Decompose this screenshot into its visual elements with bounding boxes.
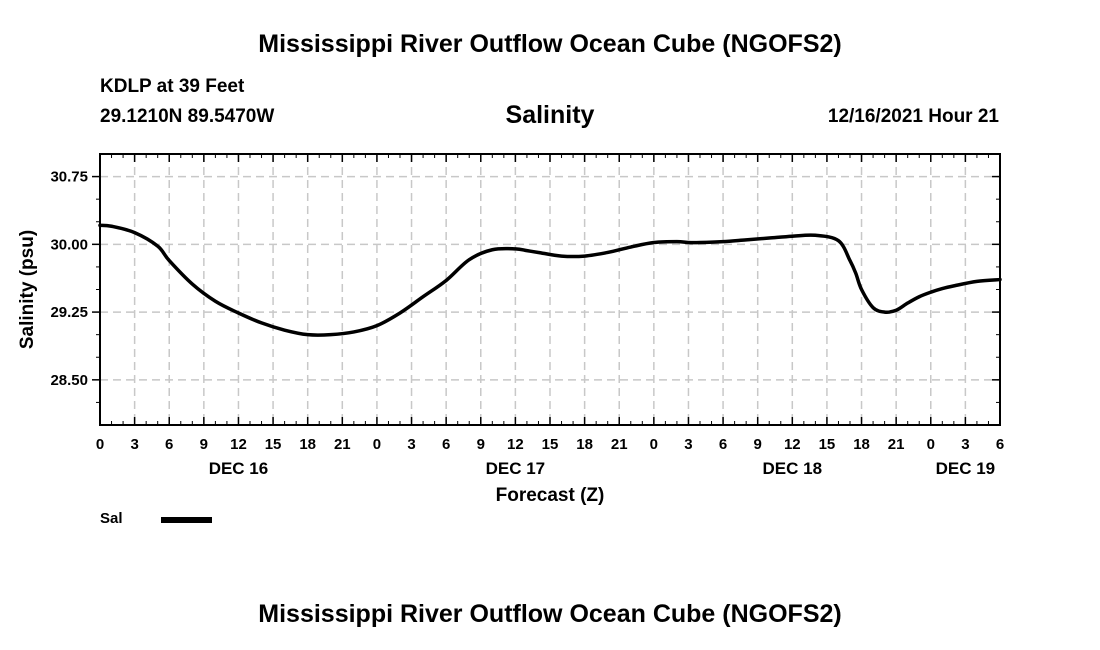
x-tick-label: 15 xyxy=(265,436,282,453)
x-tick-label: 0 xyxy=(373,436,381,453)
x-tick-label: 3 xyxy=(407,436,415,453)
x-tick-label: 9 xyxy=(477,436,485,453)
legend-label: Sal xyxy=(100,510,123,527)
y-tick-label: 28.50 xyxy=(50,372,88,389)
series-line-sal xyxy=(98,223,1002,337)
forecast-datetime: 12/16/2021 Hour 21 xyxy=(827,106,999,127)
x-tick-label: 21 xyxy=(611,436,628,453)
plot-frame xyxy=(99,153,1001,426)
x-axis-title: Forecast (Z) xyxy=(496,485,605,506)
x-tick-label: 18 xyxy=(299,436,316,453)
x-tick-label: 6 xyxy=(719,436,727,453)
x-tick-label: 0 xyxy=(96,436,104,453)
x-tick-label: 0 xyxy=(927,436,935,453)
day-label: DEC 17 xyxy=(486,459,546,478)
variable-title: Salinity xyxy=(505,101,595,129)
x-tick-label: 15 xyxy=(542,436,559,453)
legend-swatch xyxy=(161,517,212,523)
x-tick-label: 12 xyxy=(784,436,801,453)
x-tick-label: 6 xyxy=(996,436,1004,453)
x-tick-label: 6 xyxy=(442,436,450,453)
axis-ticks xyxy=(92,154,1001,425)
x-tick-label: 6 xyxy=(165,436,173,453)
day-label: DEC 18 xyxy=(763,459,823,478)
axis-labels: 0 3 6 9 12 15 18 21 0 3 6 9 12 15 18 21 0 3 6 9 12 15 18 21 0 3 6D… xyxy=(50,169,1004,478)
station-label: KDLP at 39 Feet xyxy=(100,76,245,97)
x-tick-label: 0 xyxy=(650,436,658,453)
x-tick-label: 21 xyxy=(334,436,351,453)
y-axis-title: Salinity (psu) xyxy=(17,230,38,349)
x-tick-label: 15 xyxy=(819,436,836,453)
day-label: DEC 16 xyxy=(209,459,269,478)
x-tick-label: 9 xyxy=(754,436,762,453)
series-layer xyxy=(98,223,1002,337)
y-tick-label: 30.00 xyxy=(50,236,88,253)
grid-lines xyxy=(100,154,1000,425)
x-tick-label: 9 xyxy=(200,436,208,453)
x-tick-label: 3 xyxy=(130,436,138,453)
footer-title: Mississippi River Outflow Ocean Cube (NG… xyxy=(258,600,842,628)
x-tick-label: 21 xyxy=(888,436,905,453)
x-tick-label: 18 xyxy=(576,436,593,453)
x-tick-label: 12 xyxy=(507,436,524,453)
x-tick-label: 3 xyxy=(684,436,692,453)
main-title: Mississippi River Outflow Ocean Cube (NG… xyxy=(258,30,842,58)
day-label: DEC 19 xyxy=(936,459,996,478)
station-coordinates: 29.1210N 89.5470W xyxy=(100,106,275,127)
y-tick-label: 29.25 xyxy=(50,304,88,321)
x-tick-label: 18 xyxy=(853,436,870,453)
x-tick-label: 3 xyxy=(961,436,969,453)
x-tick-label: 12 xyxy=(230,436,247,453)
y-tick-label: 30.75 xyxy=(50,169,88,186)
